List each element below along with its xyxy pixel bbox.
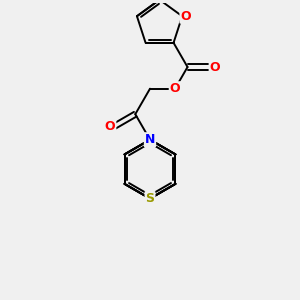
Text: O: O [180, 10, 191, 23]
Text: S: S [146, 192, 154, 205]
Text: O: O [170, 82, 180, 95]
Text: N: N [145, 133, 155, 146]
Text: O: O [210, 61, 220, 74]
Text: O: O [105, 120, 116, 133]
